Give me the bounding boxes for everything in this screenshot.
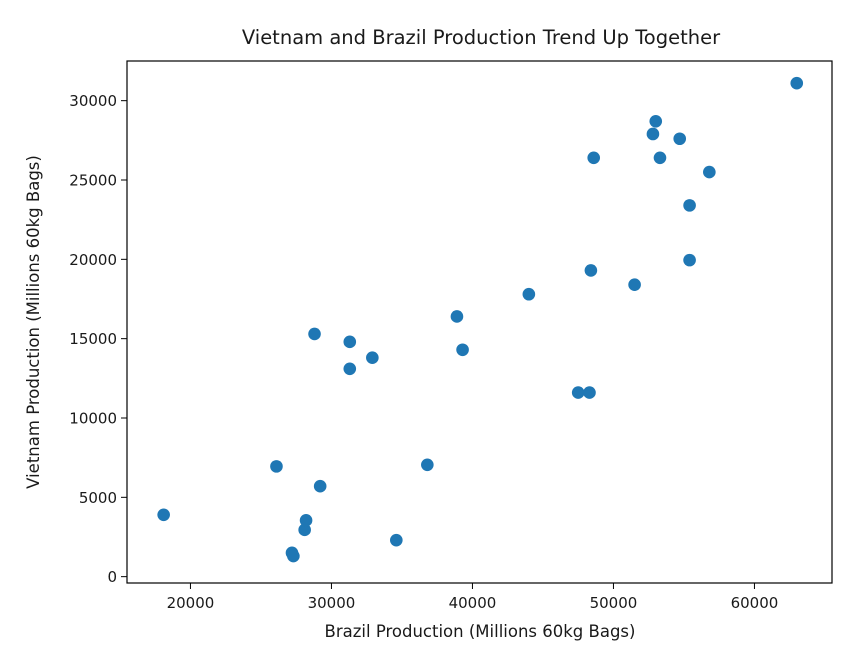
scatter-point: [571, 386, 585, 399]
scatter-point: [287, 549, 300, 563]
x-tick-label: 50000: [590, 594, 638, 612]
scatter-point: [683, 253, 696, 267]
scatter-point: [584, 264, 598, 277]
scatter-point: [421, 458, 434, 472]
scatter-point: [583, 386, 596, 399]
scatter-point: [587, 151, 601, 165]
scatter-point: [308, 327, 321, 341]
data-points: [157, 76, 804, 563]
scatter-point: [390, 533, 403, 547]
scatter-point: [673, 132, 687, 146]
scatter-point: [646, 127, 660, 141]
y-axis-label: Vietnam Production (Millions 60kg Bags): [24, 155, 43, 489]
x-tick-label: 20000: [167, 594, 215, 612]
scatter-point: [343, 362, 357, 376]
y-tick-label: 5000: [79, 489, 117, 507]
scatter-point: [366, 351, 379, 364]
scatter-point: [522, 287, 536, 301]
scatter-point: [270, 460, 283, 473]
y-tick-label: 10000: [69, 409, 117, 427]
x-tick-label: 40000: [449, 594, 497, 612]
scatter-point: [450, 310, 464, 323]
scatter-point: [313, 479, 327, 493]
scatter-point: [649, 114, 663, 128]
scatter-point: [299, 514, 313, 527]
scatter-point: [703, 165, 716, 179]
y-tick-label: 30000: [69, 92, 117, 110]
chart-title: Vietnam and Brazil Production Trend Up T…: [242, 26, 721, 49]
scatter-point: [157, 508, 170, 522]
scatter-point: [628, 278, 641, 292]
scatter-point: [683, 199, 696, 212]
y-tick-label: 20000: [69, 251, 117, 269]
y-tick-label: 15000: [69, 330, 117, 348]
scatter-point: [790, 76, 804, 90]
scatter-point: [298, 523, 311, 537]
scatter-point: [456, 343, 469, 357]
axis-ticks: 20000 30000 40000 50000 60000 0 5000 10000 15000…: [69, 92, 778, 612]
scatter-point: [343, 335, 357, 349]
x-tick-label: 30000: [308, 594, 356, 612]
scatter-point: [653, 151, 667, 165]
y-tick-label: 25000: [69, 171, 117, 189]
y-tick-label: 0: [107, 568, 117, 586]
plot-area-frame: [126, 60, 833, 584]
x-axis-label: Brazil Production (Millions 60kg Bags): [325, 622, 636, 641]
x-tick-label: 60000: [731, 594, 779, 612]
